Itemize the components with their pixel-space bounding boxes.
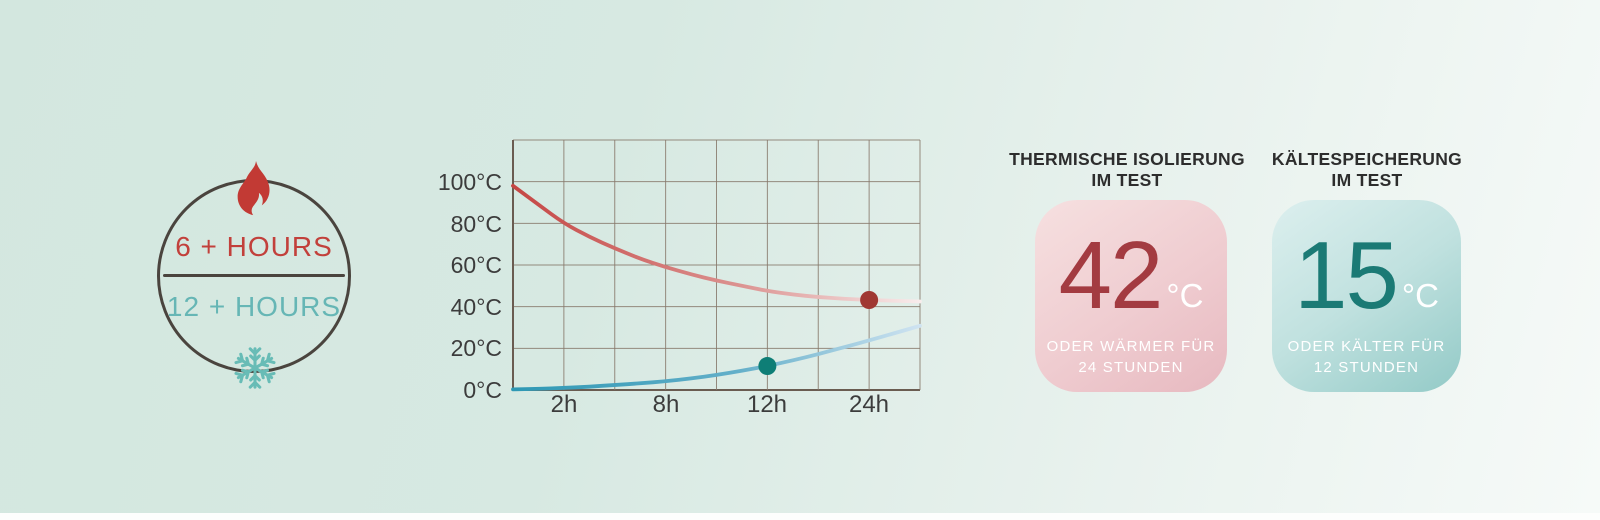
cold-card-title: KÄLTESPEICHERUNG IM TEST: [1212, 149, 1522, 191]
x-axis-tick: 24h: [848, 391, 890, 418]
hot-card-subtext-line1: ODER WÄRMER FÜR: [1046, 338, 1216, 355]
cold-hours-label: 12 + HOURS: [166, 291, 342, 322]
y-axis-tick: 80°C: [450, 211, 502, 237]
cold-card-title-line1: KÄLTESPEICHERUNG: [1271, 149, 1463, 169]
snowflake-shape: [234, 347, 276, 389]
hot-card-value: 42: [1058, 222, 1164, 329]
cold-card-subtext-line2: 12 STUNDEN: [1313, 359, 1420, 376]
y-axis-tick: 0°C: [463, 377, 502, 403]
cold-card-title-line2: IM TEST: [1331, 170, 1403, 190]
hot-card-title: THERMISCHE ISOLIERUNG IM TEST: [972, 149, 1282, 191]
x-axis-tick: 2h: [550, 391, 578, 418]
x-axis-tick: 8h: [652, 391, 680, 418]
y-axis-tick: 100°C: [437, 169, 502, 195]
bottom-white-strip: [0, 513, 1600, 520]
cold-card-subtext: ODER KÄLTER FÜR 12 STUNDEN: [1272, 336, 1461, 378]
hot-card-title-line2: IM TEST: [1091, 170, 1163, 190]
hot-hours-label: 6 + HOURS: [175, 231, 333, 262]
badge-divider: [163, 274, 345, 277]
hot-card-title-line1: THERMISCHE ISOLIERUNG: [1009, 149, 1245, 169]
y-axis-tick: 40°C: [450, 294, 502, 320]
hot-stat-card: 42 °C ODER WÄRMER FÜR 24 STUNDEN: [1035, 200, 1227, 392]
cold-card-unit: °C: [1401, 277, 1439, 314]
temperature-line-chart: [511, 139, 922, 392]
snowflake-icon: [234, 347, 276, 389]
hot-card-value-row: 42 °C: [1035, 222, 1227, 329]
y-axis-tick: 60°C: [450, 252, 502, 278]
cold-stat-card: 15 °C ODER KÄLTER FÜR 12 STUNDEN: [1272, 200, 1461, 392]
flame-shape: [237, 160, 270, 216]
y-axis-tick: 20°C: [450, 335, 502, 361]
flame-icon: [237, 160, 270, 216]
hot-card-subtext-line2: 24 STUNDEN: [1078, 359, 1184, 376]
x-axis-tick: 12h: [746, 391, 788, 418]
cold-card-value: 15: [1294, 222, 1399, 329]
hot-card-subtext: ODER WÄRMER FÜR 24 STUNDEN: [1035, 336, 1227, 378]
cold-card-value-row: 15 °C: [1272, 222, 1461, 329]
cold-card-subtext-line1: ODER KÄLTER FÜR: [1287, 338, 1446, 355]
hot-card-unit: °C: [1166, 277, 1204, 314]
